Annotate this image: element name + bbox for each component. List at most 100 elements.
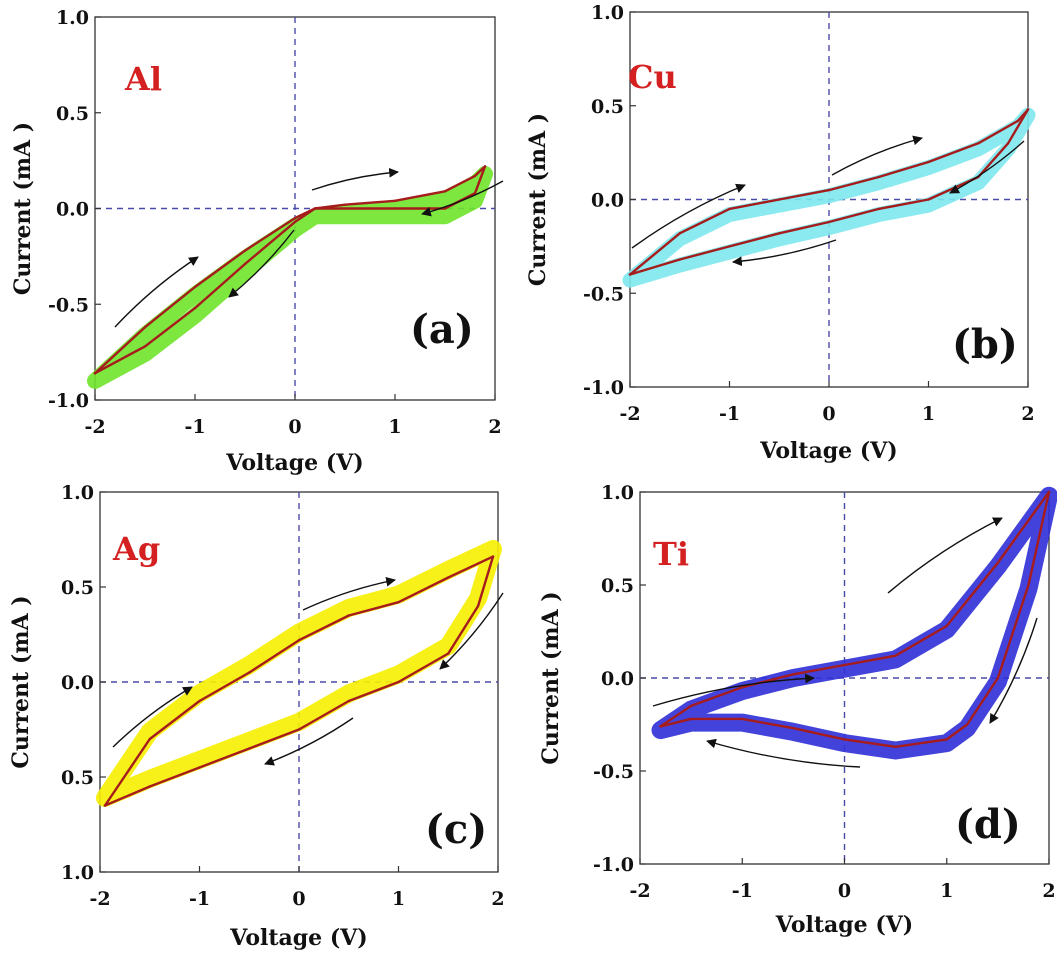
data-point bbox=[1016, 119, 1020, 123]
metal-label: Al bbox=[124, 60, 162, 98]
y-tick-label: 0.5 bbox=[591, 96, 624, 118]
data-point bbox=[297, 728, 301, 731]
data-point bbox=[966, 723, 969, 726]
data-point bbox=[143, 345, 147, 348]
data-point bbox=[945, 738, 948, 741]
panel-tag: (c) bbox=[425, 806, 487, 853]
x-axis-title: Voltage (V) bbox=[775, 912, 913, 938]
forward-sweep-line bbox=[628, 108, 1030, 276]
sweep-direction-arrow bbox=[439, 592, 504, 670]
y-tick-label: 0.5 bbox=[56, 103, 89, 125]
y-axis-title: Current (mA ) bbox=[525, 113, 551, 286]
data-point bbox=[343, 203, 347, 206]
data-point bbox=[293, 216, 297, 220]
x-tick-label: 1 bbox=[392, 888, 405, 910]
panel-tag: (a) bbox=[410, 306, 474, 353]
data-point bbox=[473, 192, 477, 195]
data-point bbox=[689, 704, 693, 708]
data-point bbox=[877, 175, 880, 179]
y-tick-label: -0.5 bbox=[593, 761, 634, 783]
data-point bbox=[778, 232, 781, 235]
data-point bbox=[927, 160, 930, 164]
y-tick-label: -0.5 bbox=[48, 294, 89, 316]
data-point bbox=[347, 699, 350, 703]
y-tick-label: 0.0 bbox=[591, 190, 624, 212]
x-axis-title: Voltage (V) bbox=[229, 925, 367, 951]
data-point bbox=[741, 686, 744, 689]
data-point bbox=[443, 190, 447, 193]
data-point bbox=[945, 624, 948, 628]
data-point bbox=[1006, 142, 1010, 145]
data-point bbox=[792, 727, 795, 730]
data-point bbox=[397, 601, 400, 604]
x-tick-label: -1 bbox=[189, 888, 210, 910]
metal-label: Ag bbox=[112, 530, 160, 568]
data-point bbox=[198, 766, 201, 769]
sweep-direction-arrow bbox=[831, 135, 923, 176]
y-tick-label: 0.0 bbox=[61, 672, 94, 694]
cycle-spread-band bbox=[87, 166, 493, 389]
y-tick-label: 0.0 bbox=[601, 668, 634, 690]
sweep-direction-arrow bbox=[949, 140, 1025, 194]
sweep-direction-arrow bbox=[264, 717, 354, 766]
sweep-direction-arrow bbox=[732, 239, 837, 267]
data-point bbox=[347, 614, 350, 617]
data-point bbox=[148, 737, 151, 741]
data-point bbox=[476, 604, 480, 608]
y-tick-label: 1.0 bbox=[591, 2, 624, 24]
sweep-direction-arrow bbox=[114, 256, 199, 328]
y-tick-label: -1.0 bbox=[593, 854, 634, 876]
data-point bbox=[741, 717, 744, 721]
x-tick-label: -2 bbox=[84, 416, 105, 438]
data-point bbox=[483, 165, 487, 168]
y-tick-label: 0.5 bbox=[601, 575, 634, 597]
data-point bbox=[313, 207, 317, 210]
x-tick-label: -2 bbox=[89, 888, 110, 910]
cycle-spread-band bbox=[96, 540, 502, 807]
reverse-sweep-line bbox=[103, 555, 495, 807]
sweep-direction-arrow bbox=[311, 167, 399, 191]
data-point bbox=[143, 326, 147, 329]
cycle-spread-band bbox=[622, 107, 1036, 288]
cycle-spread-band bbox=[651, 486, 1057, 760]
data-point bbox=[393, 199, 397, 202]
x-tick-label: -1 bbox=[719, 403, 740, 425]
x-tick-label: 1 bbox=[388, 416, 401, 438]
y-tick-label: 1.0 bbox=[56, 7, 89, 29]
data-point bbox=[894, 745, 897, 748]
panel-b: -2 -1 0 1 2 1.0 0.5 0.0 -0.5 -1.0 Voltage (V) Curre… bbox=[525, 2, 1036, 464]
data-point bbox=[103, 804, 107, 807]
data-point bbox=[728, 207, 731, 211]
data-point bbox=[827, 220, 831, 224]
data-point bbox=[397, 680, 400, 684]
data-point bbox=[193, 285, 197, 289]
x-tick-label: -2 bbox=[619, 403, 640, 425]
x-tick-label: 2 bbox=[491, 888, 504, 910]
data-point bbox=[293, 220, 297, 224]
y-tick-label: 1.0 bbox=[61, 482, 94, 504]
data-point bbox=[491, 555, 495, 558]
data-point bbox=[827, 188, 831, 192]
x-tick-label: -1 bbox=[732, 880, 753, 902]
panel-c: -2 -1 0 1 2 1.0 0.5 0.0 0.5 1.0 Voltage (V) Current… bbox=[8, 482, 505, 951]
y-tick-label: 0.5 bbox=[61, 767, 94, 789]
y-axis-title: Current (mA ) bbox=[538, 591, 564, 764]
data-point bbox=[843, 663, 846, 667]
data-point bbox=[778, 198, 781, 201]
y-tick-label: 1.0 bbox=[61, 862, 94, 884]
data-point bbox=[689, 717, 693, 721]
x-axis-title: Voltage (V) bbox=[759, 438, 897, 464]
data-point bbox=[877, 207, 880, 211]
data-point bbox=[843, 738, 846, 741]
metal-label: Cu bbox=[628, 58, 677, 96]
sweep-direction-arrow bbox=[302, 576, 396, 611]
sweep-direction-arrow bbox=[112, 686, 193, 748]
data-point bbox=[243, 262, 247, 266]
sweep-direction-arrow bbox=[989, 617, 1038, 724]
sweep-direction-arrow bbox=[887, 517, 1003, 594]
sweep-direction-arrow bbox=[631, 183, 746, 249]
x-tick-label: 0 bbox=[838, 880, 851, 902]
x-axis-title: Voltage (V) bbox=[225, 450, 363, 476]
sweep-direction-arrow bbox=[652, 673, 815, 707]
data-point bbox=[248, 671, 251, 674]
